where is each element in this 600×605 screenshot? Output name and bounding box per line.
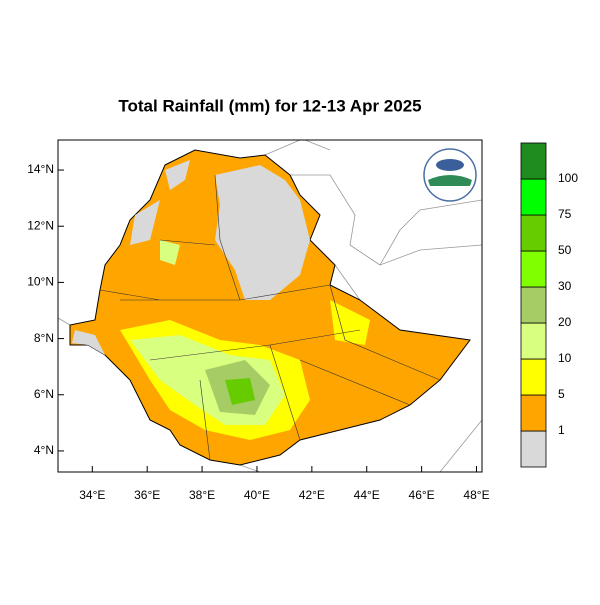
y-tick-label: 14°N [27, 162, 54, 176]
colorbar-box [520, 286, 547, 324]
colorbar-box [520, 430, 547, 468]
colorbar: 1 5 10 20 30 50 75 100 [520, 142, 578, 468]
colorbar-box [520, 142, 547, 180]
region-borders [99, 174, 441, 461]
colorbar-label: 1 [558, 423, 565, 437]
x-tick-label: 46°E [409, 488, 435, 502]
y-tick-label: 8°N [34, 331, 54, 345]
colorbar-box [520, 394, 547, 432]
colorbar-box [520, 322, 547, 360]
colorbar-label: 30 [558, 279, 572, 293]
colorbar-label: 50 [558, 243, 572, 257]
x-tick-label: 38°E [189, 488, 215, 502]
neighbor-borders [58, 140, 482, 472]
x-tick-label: 42°E [299, 488, 325, 502]
colorbar-label: 5 [558, 387, 565, 401]
y-tick-label: 6°N [34, 387, 54, 401]
colorbar-box [520, 214, 547, 252]
map-area [58, 140, 482, 472]
map-frame [57, 139, 483, 473]
colorbar-box [520, 358, 547, 396]
x-tick-label: 48°E [463, 488, 489, 502]
colorbar-box [520, 178, 547, 216]
x-tick-label: 34°E [79, 488, 105, 502]
title: Total Rainfall (mm) for 12-13 Apr 2025 [118, 96, 421, 115]
y-tick-label: 4°N [34, 443, 54, 457]
colorbar-label: 20 [558, 315, 572, 329]
x-tick-label: 44°E [354, 488, 380, 502]
dry-region [72, 160, 310, 355]
colorbar-label: 100 [558, 171, 578, 185]
colorbar-box [520, 250, 547, 288]
colorbar-label: 10 [558, 351, 572, 365]
colorbar-label: 75 [558, 207, 572, 221]
x-tick-label: 40°E [244, 488, 270, 502]
logo [423, 148, 477, 202]
y-tick-label: 12°N [27, 218, 54, 232]
x-tick-label: 36°E [134, 488, 160, 502]
y-tick-label: 10°N [27, 275, 54, 289]
